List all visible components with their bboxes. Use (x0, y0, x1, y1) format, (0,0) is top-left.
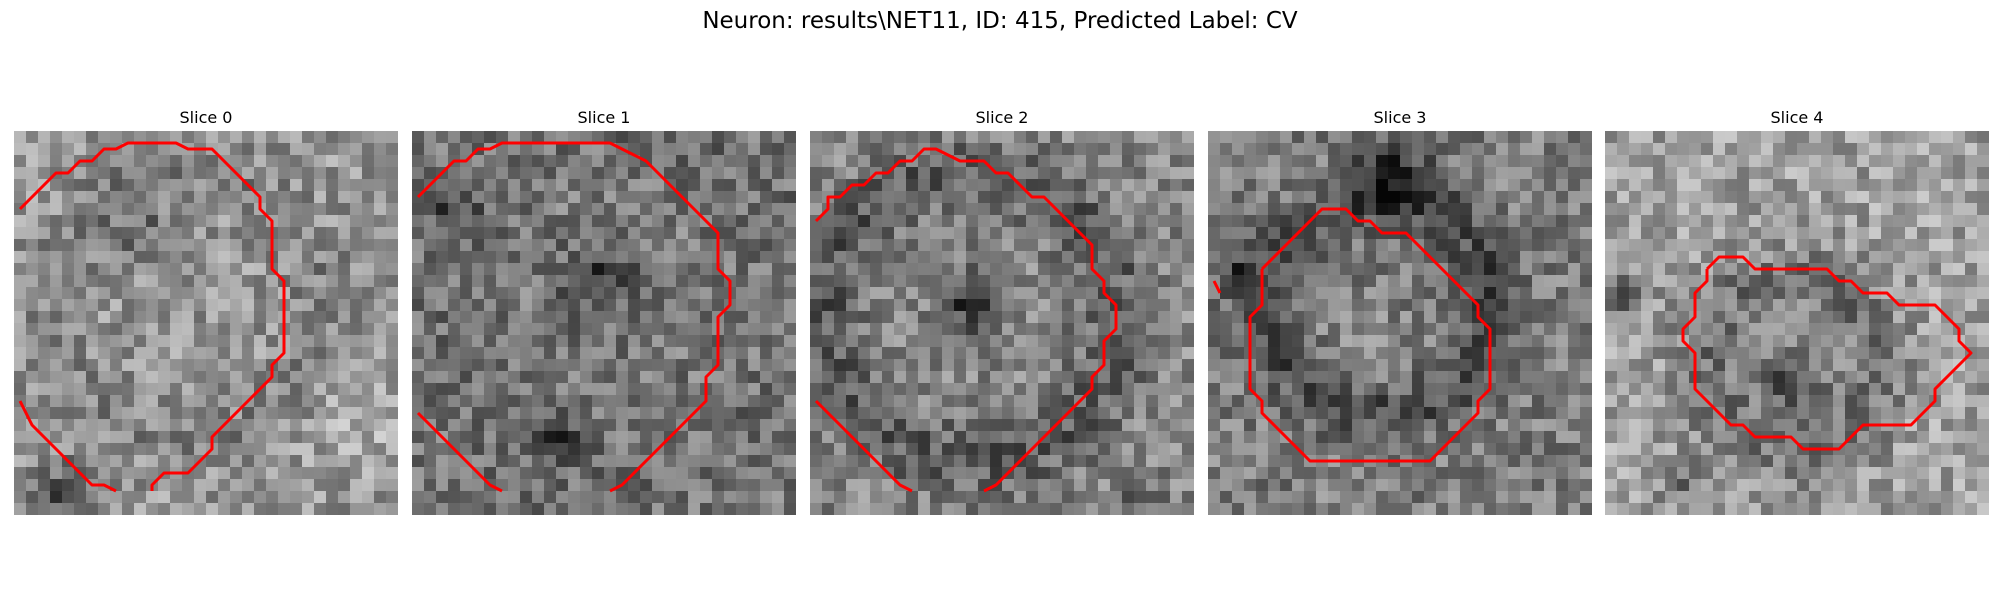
segmentation-contour (18, 141, 286, 491)
slice-title: Slice 4 (1770, 108, 1824, 127)
grayscale-patch (1208, 131, 1592, 515)
slice-panel-0: Slice 0 (14, 105, 398, 515)
slice-panel-3: Slice 3 (1208, 105, 1592, 515)
figure-title: Neuron: results\NET11, ID: 415, Predicte… (702, 8, 1298, 34)
slice-image (412, 131, 796, 515)
slice-title: Slice 1 (577, 108, 631, 127)
grayscale-patch (412, 131, 796, 515)
slice-panel-2: Slice 2 (810, 105, 1194, 515)
slice-title: Slice 2 (975, 108, 1029, 127)
segmentation-contour (416, 411, 503, 493)
slice-image (1208, 131, 1592, 515)
grayscale-patch (14, 131, 398, 515)
grayscale-patch (810, 131, 1194, 515)
slice-title: Slice 3 (1373, 108, 1427, 127)
grayscale-patch (1605, 131, 1989, 515)
segmentation-contour (814, 399, 913, 493)
segmentation-contour (1248, 207, 1492, 463)
slice-image (810, 131, 1194, 515)
slice-panel-1: Slice 1 (412, 105, 796, 515)
slice-image (1605, 131, 1989, 515)
slice-image (14, 131, 398, 515)
slice-panel-4: Slice 4 (1605, 105, 1989, 515)
segmentation-contour (1212, 280, 1222, 294)
segmentation-contour (1681, 255, 1973, 451)
slice-title: Slice 0 (179, 108, 233, 127)
segmentation-contour (18, 400, 117, 493)
segmentation-contour (814, 147, 1118, 493)
segmentation-contour (416, 141, 732, 493)
